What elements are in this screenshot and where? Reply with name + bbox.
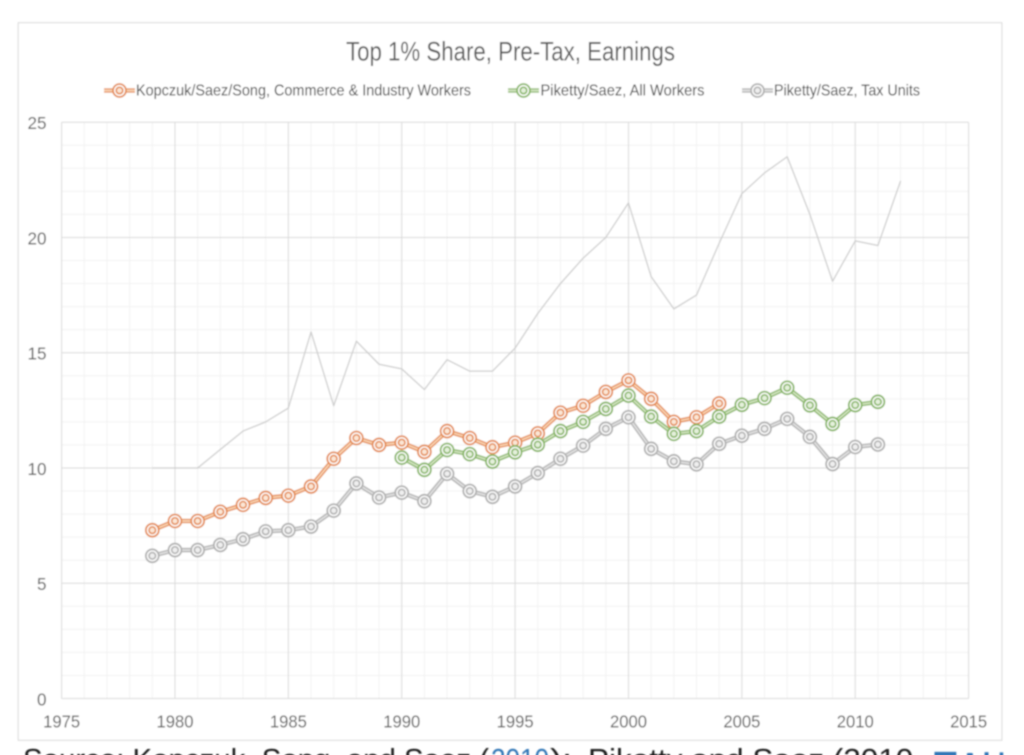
svg-text:5: 5 bbox=[37, 574, 47, 594]
svg-text:0: 0 bbox=[37, 690, 47, 710]
svg-text:2010: 2010 bbox=[491, 744, 549, 755]
svg-text:10: 10 bbox=[28, 459, 47, 479]
svg-text:1985: 1985 bbox=[270, 712, 307, 732]
svg-text:Source: Kopczuk, Song, and Sae: Source: Kopczuk, Song, and Saez ( bbox=[23, 744, 489, 755]
svg-text:2010: 2010 bbox=[837, 712, 874, 732]
svg-text:25: 25 bbox=[28, 113, 47, 133]
svg-text:2015: 2015 bbox=[950, 712, 987, 732]
svg-text:Piketty/Saez, All Workers: Piketty/Saez, All Workers bbox=[541, 83, 705, 100]
svg-text:15: 15 bbox=[28, 344, 47, 364]
svg-text:20: 20 bbox=[28, 228, 47, 248]
svg-text:);: ); bbox=[550, 744, 572, 755]
svg-text:Kopczuk/Saez/Song, Commerce &: Kopczuk/Saez/Song, Commerce & Industry W… bbox=[136, 83, 471, 100]
svg-text:1975: 1975 bbox=[43, 712, 80, 732]
svg-text:Piketty/Saez, Tax Units: Piketty/Saez, Tax Units bbox=[774, 83, 920, 100]
svg-text:Piketty and Saez (2010,: Piketty and Saez (2010, bbox=[588, 744, 922, 755]
svg-text:2005: 2005 bbox=[723, 712, 760, 732]
svg-text:1980: 1980 bbox=[156, 712, 193, 732]
svg-text:1990: 1990 bbox=[383, 712, 420, 732]
svg-text:1995: 1995 bbox=[497, 712, 534, 732]
svg-text:Top 1% Share, Pre-Tax, Earning: Top 1% Share, Pre-Tax, Earnings bbox=[346, 37, 675, 67]
svg-text:2000: 2000 bbox=[610, 712, 647, 732]
